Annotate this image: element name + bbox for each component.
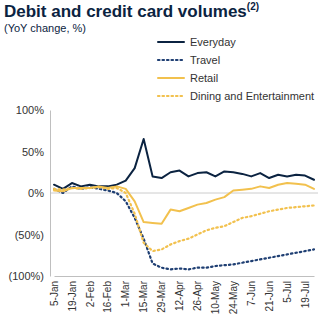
x-tick: 26-Apr xyxy=(192,276,203,311)
x-tick-label: 24-May xyxy=(228,281,239,314)
x-tick: 21-Jun xyxy=(264,276,275,312)
x-tick-label: 5-Jul xyxy=(282,281,293,303)
x-tick-label: 7-Jun xyxy=(246,281,257,306)
x-tick-label: 15-Mar xyxy=(138,280,149,312)
series-line xyxy=(54,187,314,251)
x-tick-label: 19-Jan xyxy=(67,281,78,312)
x-tick: 16-Feb xyxy=(102,276,113,313)
x-tick: 2-Feb xyxy=(85,276,96,307)
x-tick: 19-Jan xyxy=(67,276,78,312)
legend-label: Travel xyxy=(190,54,220,66)
x-tick: 5-Jan xyxy=(49,276,60,306)
y-tick: 100% xyxy=(16,104,50,116)
x-tick-label: 21-Jun xyxy=(264,281,275,312)
x-tick: 15-Mar xyxy=(138,276,149,313)
subtitle: (YoY change, %) xyxy=(4,22,86,34)
title-text: Debit and credit card volumes xyxy=(4,2,247,21)
x-axis: 5-Jan 19-Jan 2-Feb 16-Feb 1-Mar 15-Mar 29-Mar 1… xyxy=(49,276,315,314)
legend-label: Everyday xyxy=(190,36,236,48)
legend-label: Dining and Entertainment xyxy=(190,90,314,102)
y-tick-label: 0% xyxy=(28,187,44,199)
lines xyxy=(54,139,314,269)
y-axis: 100% 50% 0% (50%) (100%) xyxy=(9,104,51,282)
legend: Everyday Travel Retail Dining and Entertain… xyxy=(158,36,314,102)
series-line xyxy=(54,186,314,269)
y-tick-label: 100% xyxy=(16,104,44,116)
x-tick-label: 12-Apr xyxy=(174,280,185,311)
x-tick: 12-Apr xyxy=(174,276,185,311)
legend-swatch xyxy=(158,77,184,79)
x-tick: 24-May xyxy=(228,276,239,314)
x-tick: 7-Jun xyxy=(246,276,257,306)
x-tick-label: 5-Jan xyxy=(49,281,60,306)
legend-swatch xyxy=(158,95,184,97)
x-tick-label: 10-May xyxy=(210,281,221,314)
legend-swatch xyxy=(158,41,184,43)
x-tick: 19-Jul xyxy=(300,276,311,308)
x-tick: 29-Mar xyxy=(156,276,167,313)
x-tick-label: 1-Mar xyxy=(120,280,131,307)
x-tick-label: 16-Feb xyxy=(102,281,113,313)
x-tick: 5-Jul xyxy=(282,276,293,303)
y-tick: (100%) xyxy=(9,270,50,282)
x-tick: 10-May xyxy=(210,276,221,314)
title-footnote: (2) xyxy=(247,1,259,12)
legend-label: Retail xyxy=(190,72,218,84)
y-tick-label: (100%) xyxy=(9,270,44,282)
x-tick-label: 26-Apr xyxy=(192,280,203,311)
x-axis-line xyxy=(55,276,315,277)
series-line xyxy=(54,183,314,224)
y-axis-line xyxy=(50,111,51,277)
legend-swatch xyxy=(158,59,184,61)
x-tick: 1-Mar xyxy=(120,276,131,307)
y-tick: 50% xyxy=(22,146,50,158)
y-tick-label: 50% xyxy=(22,146,44,158)
x-tick-label: 29-Mar xyxy=(156,280,167,312)
y-tick: 0% xyxy=(28,187,50,199)
series-line xyxy=(54,139,314,189)
y-tick-label: (50%) xyxy=(15,229,44,241)
zero-line xyxy=(50,193,318,194)
y-tick: (50%) xyxy=(15,229,50,241)
title: Debit and credit card volumes(2) xyxy=(4,1,259,21)
x-tick-label: 19-Jul xyxy=(300,281,311,308)
chart: Debit and credit card volumes(2)(YoY cha… xyxy=(0,0,330,319)
x-tick-label: 2-Feb xyxy=(85,281,96,308)
